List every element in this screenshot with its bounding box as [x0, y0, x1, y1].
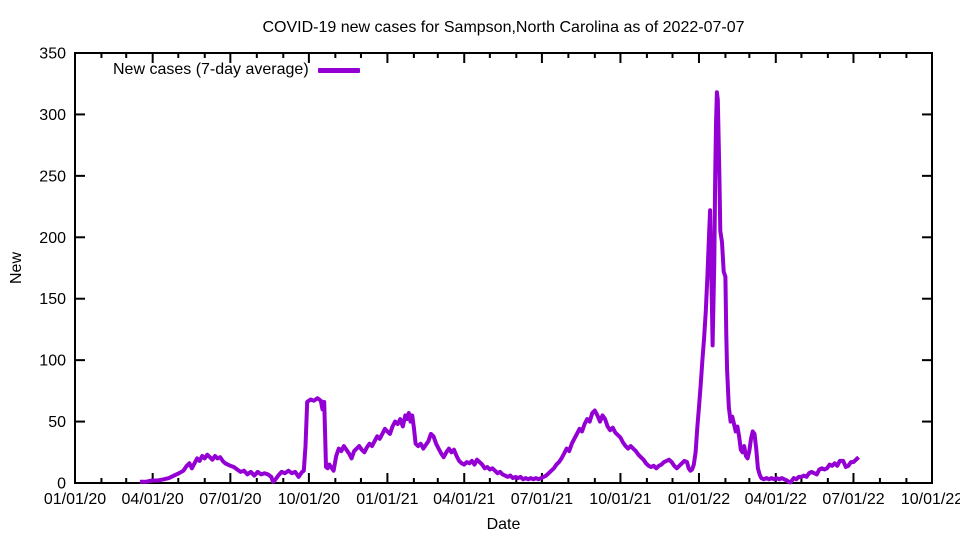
y-tick-label: 250: [39, 168, 66, 185]
y-tick-label: 350: [39, 46, 66, 63]
x-tick-label: 04/01/21: [433, 491, 495, 508]
x-tick-label: 04/01/22: [745, 491, 807, 508]
x-tick-label: 01/01/22: [668, 491, 730, 508]
x-tick-label: 10/01/21: [589, 491, 651, 508]
legend: New cases (7-day average): [113, 61, 360, 79]
x-tick-label: 10/01/22: [901, 491, 960, 508]
y-tick-label: 200: [39, 230, 66, 247]
y-tick-label: 150: [39, 291, 66, 308]
x-tick-label: 01/01/21: [356, 491, 418, 508]
y-tick-label: 300: [39, 107, 66, 124]
y-tick-label: 0: [57, 476, 66, 493]
legend-line-swatch: [317, 67, 360, 73]
x-tick-label: 07/01/20: [199, 491, 261, 508]
y-tick-label: 100: [39, 353, 66, 370]
x-tick-label: 07/01/22: [822, 491, 884, 508]
x-tick-label: 10/01/20: [278, 491, 340, 508]
plot-border: [74, 52, 933, 484]
y-axis-label: New: [8, 251, 25, 285]
y-tick-label: 50: [48, 414, 66, 431]
x-tick-label: 07/01/21: [511, 491, 573, 508]
series-line-new-cases: [139, 90, 860, 485]
legend-label: New cases (7-day average): [113, 61, 309, 78]
x-tick-label: 04/01/20: [122, 491, 184, 508]
chart-title: COVID-19 new cases for Sampson,North Car…: [262, 19, 745, 36]
x-axis-label: Date: [486, 516, 521, 533]
x-tick-label: 01/01/20: [44, 491, 106, 508]
